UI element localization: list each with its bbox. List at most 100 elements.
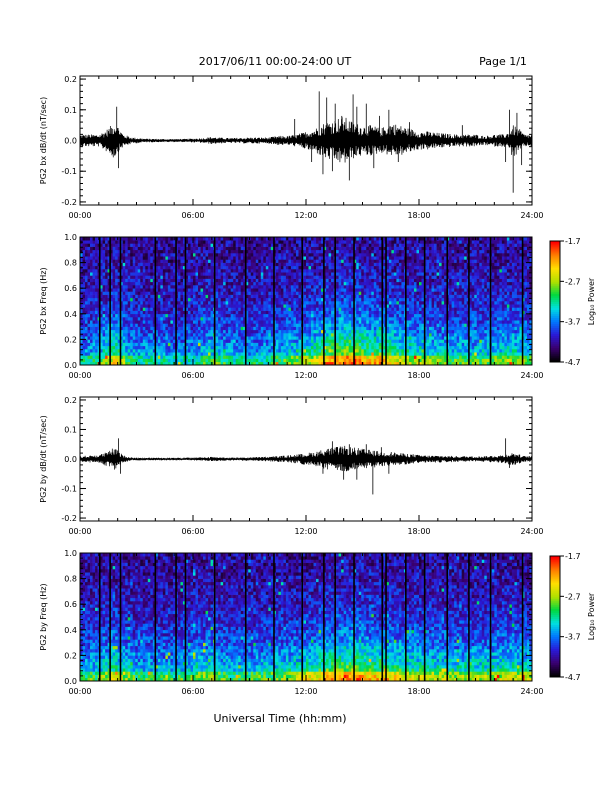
heatmap-cell (376, 253, 379, 257)
heatmap-cell (150, 359, 153, 363)
heatmap-cell (361, 339, 364, 343)
heatmap-cell (178, 336, 181, 340)
heatmap-cell (346, 307, 349, 311)
heatmap-cell (236, 352, 239, 356)
heatmap-cell (190, 355, 193, 359)
heatmap-cell (366, 349, 369, 353)
heatmap-cell (83, 253, 86, 257)
heatmap-cell (283, 349, 286, 353)
heatmap-cell (364, 288, 367, 292)
heatmap-cell (319, 259, 322, 263)
heatmap-cell (286, 359, 289, 363)
heatmap-cell (339, 247, 342, 251)
heatmap-cell (211, 359, 214, 363)
heatmap-cell (374, 311, 377, 315)
heatmap-cell (359, 355, 362, 359)
heatmap-cell (203, 301, 206, 305)
heatmap-cell (198, 269, 201, 273)
heatmap-cell (339, 307, 342, 311)
heatmap-cell (331, 282, 334, 286)
heatmap-cell (95, 333, 98, 337)
heatmap-cell (293, 336, 296, 340)
heatmap-cell (344, 240, 347, 244)
heatmap-cell (203, 237, 206, 241)
heatmap-cell (203, 240, 206, 244)
heatmap-cell (103, 269, 106, 273)
heatmap-cell (105, 243, 108, 247)
heatmap-cell (256, 346, 259, 350)
heatmap-cell (336, 301, 339, 305)
heatmap-cell (349, 311, 352, 315)
heatmap-cell (293, 285, 296, 289)
heatmap-cell (206, 279, 209, 283)
heatmap-cell (228, 301, 231, 305)
heatmap-cell (208, 352, 211, 356)
heatmap-cell (128, 279, 131, 283)
heatmap-cell (228, 263, 231, 267)
heatmap-cell (203, 291, 206, 295)
heatmap-cell (296, 295, 299, 299)
heatmap-cell (296, 333, 299, 337)
heatmap-cell (216, 253, 219, 257)
heatmap-cell (253, 327, 256, 331)
heatmap-cell (208, 259, 211, 263)
heatmap-cell (201, 314, 204, 318)
heatmap-cell (198, 291, 201, 295)
heatmap-cell (226, 288, 229, 292)
heatmap-cell (309, 291, 312, 295)
heatmap-cell (221, 295, 224, 299)
heatmap-cell (178, 333, 181, 337)
heatmap-cell (150, 247, 153, 251)
heatmap-cell (206, 307, 209, 311)
heatmap-cell (88, 311, 91, 315)
heatmap-cell (369, 269, 372, 273)
heatmap-cell (311, 247, 314, 251)
heatmap-cell (133, 336, 136, 340)
heatmap-cell (180, 279, 183, 283)
heatmap-cell (248, 355, 251, 359)
heatmap-cell (349, 250, 352, 254)
heatmap-cell (160, 304, 163, 308)
heatmap-cell (253, 314, 256, 318)
heatmap-cell (140, 285, 143, 289)
heatmap-cell (143, 298, 146, 302)
heatmap-cell (278, 314, 281, 318)
heatmap-cell (281, 288, 284, 292)
heatmap-cell (263, 320, 266, 324)
heatmap-cell (123, 298, 126, 302)
heatmap-cell (218, 266, 221, 270)
heatmap-cell (316, 237, 319, 241)
heatmap-cell (203, 250, 206, 254)
heatmap-cell (88, 295, 91, 299)
heatmap-cell (258, 237, 261, 241)
heatmap-cell (115, 320, 118, 324)
heatmap-cell (371, 304, 374, 308)
heatmap-cell (374, 275, 377, 279)
heatmap-cell (228, 311, 231, 315)
heatmap-cell (90, 352, 93, 356)
heatmap-cell (170, 288, 173, 292)
heatmap-cell (125, 359, 128, 363)
heatmap-cell (356, 352, 359, 356)
heatmap-cell (145, 311, 148, 315)
heatmap-cell (160, 339, 163, 343)
heatmap-cell (168, 343, 171, 347)
heatmap-cell (336, 304, 339, 308)
heatmap-cell (216, 266, 219, 270)
heatmap-cell (223, 288, 226, 292)
heatmap-cell (138, 320, 141, 324)
heatmap-cell (366, 282, 369, 286)
heatmap-cell (148, 349, 151, 353)
heatmap-cell (359, 346, 362, 350)
heatmap-cell (130, 253, 133, 257)
heatmap-cell (276, 253, 279, 257)
heatmap-cell (158, 282, 161, 286)
heatmap-cell (336, 330, 339, 334)
heatmap-cell (256, 272, 259, 276)
heatmap-cell (303, 256, 306, 260)
heatmap-cell (138, 282, 141, 286)
heatmap-cell (93, 330, 96, 334)
heatmap-cell (226, 269, 229, 273)
heatmap-cell (178, 311, 181, 315)
heatmap-cell (346, 359, 349, 363)
